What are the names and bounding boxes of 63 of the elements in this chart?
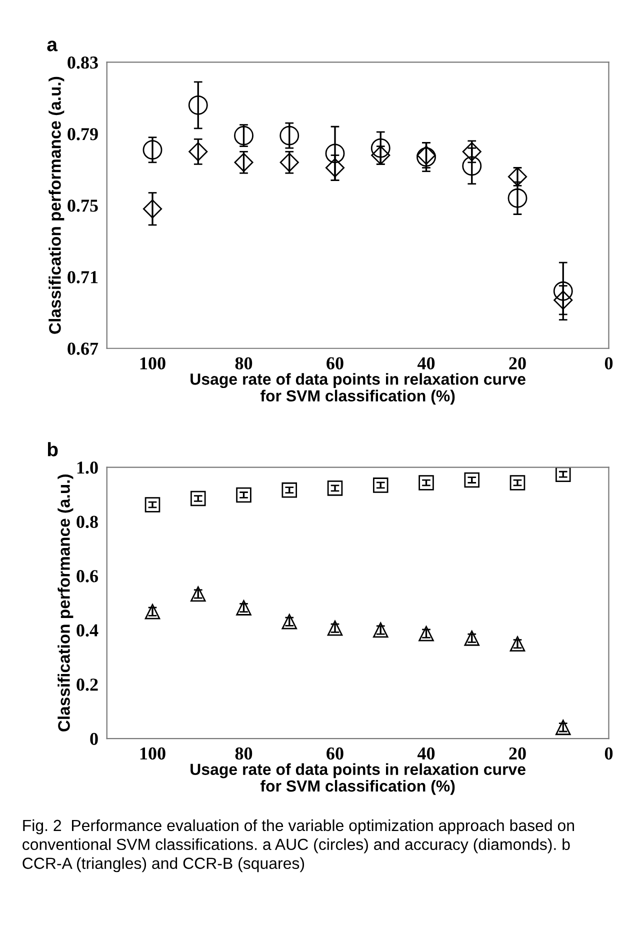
point [418,475,434,490]
y-tick-label: 0.83 [68,56,98,69]
y-tick-label: 0.75 [68,200,98,212]
y-tick-label: 0.79 [68,128,98,140]
point [508,188,528,208]
y-tick-label: 0.67 [68,342,98,355]
point [236,487,252,503]
point [188,95,208,115]
y-tick-label: 0.4 [76,624,98,637]
point [234,152,254,172]
point [142,199,162,218]
x-axis-title: Usage rate of data points in relaxation curve for SVM classification (%) [190,373,526,405]
point [462,156,482,176]
point [418,626,434,642]
y-tick-label: 0.8 [76,516,98,528]
chart-title: a [47,40,58,52]
x-tick-label: 80 [235,357,252,370]
x-tick-label: 100 [140,357,166,370]
point [234,126,254,146]
y-tick-label: 1.0 [77,462,98,474]
point [510,475,526,490]
caption: Fig. 2 Performance evaluation of the variable optimization approach based on conventional SVM classifications. a AUC (circles) and accuracy (diamonds). b CCR-A (triangles) and CCR-B (squares) [22,819,574,872]
point [282,614,298,630]
y-axis-title: Classification performance (a.u.) [48,76,64,334]
x-tick-label: 0 [604,747,613,760]
point [372,622,388,638]
point [553,281,573,301]
y-tick-label: 0 [90,732,98,745]
point [555,720,571,736]
x-tick-label: 20 [509,747,526,760]
x-tick-label: 0 [604,357,613,370]
point [142,140,162,160]
point [464,472,480,488]
y-tick-label: 0.71 [68,271,98,284]
point [188,142,208,162]
point [370,138,390,158]
point [190,490,206,506]
x-tick-label: 60 [326,747,344,760]
point [327,620,343,636]
point [144,604,160,620]
y-axis-title: Classification performance (a.u.) [58,474,74,732]
x-tick-label: 40 [417,747,435,760]
point [372,478,388,493]
point [282,482,298,498]
point [144,497,160,512]
point [327,480,343,496]
x-tick-label: 60 [326,357,344,370]
point [325,158,345,178]
x-tick-label: 20 [509,357,526,370]
x-tick-label: 40 [417,357,435,370]
point [462,142,482,162]
point [325,144,345,164]
point [554,290,573,310]
x-axis-title: Usage rate of data points in relaxation curve for SVM classification (%) [190,763,526,795]
point [280,126,300,146]
x-tick-label: 80 [235,747,252,760]
chart-title: b [48,442,58,456]
y-tick-label: 0.6 [76,570,98,582]
y-tick-label: 0.2 [76,678,98,691]
point [510,636,526,652]
x-tick-label: 100 [140,747,166,760]
point [464,630,480,646]
point [190,586,206,602]
